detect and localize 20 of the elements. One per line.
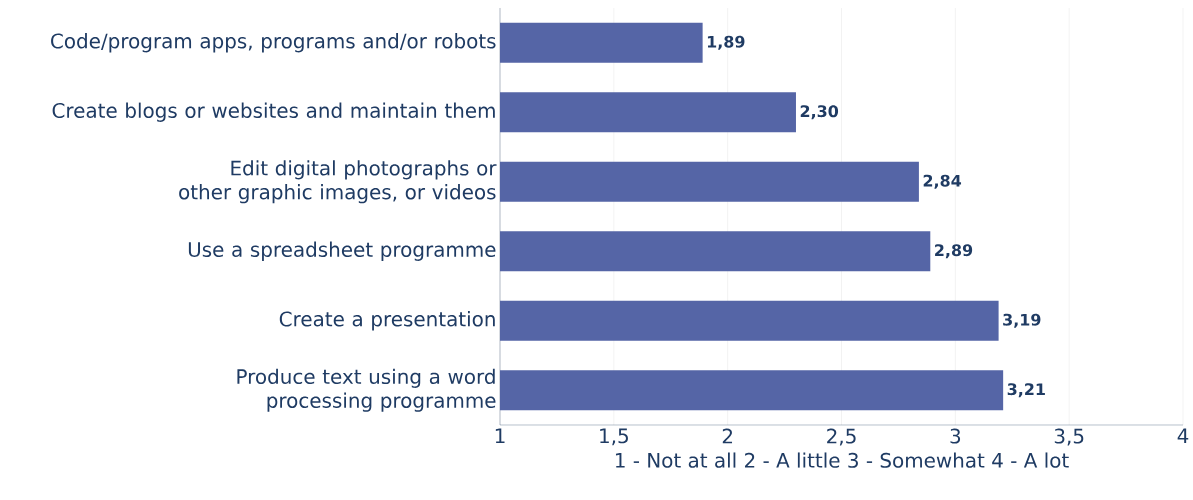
data-label: 3,19 [1003,313,1041,328]
x-tick-label: 1,5 [600,428,628,446]
y-tick-label: Edit digital photographs or other graphic images, or videos [179,160,497,204]
data-label: 1,89 [707,35,745,50]
y-tick-label: Produce text using a word processing programme [237,368,496,412]
y-tick-label: Create blogs or websites and maintain them [52,102,495,122]
y-tick-label: Code/program apps, programs and/or robots [51,33,496,53]
x-tick-label: 3,5 [1054,428,1084,446]
x-tick-label: 1 [495,428,505,444]
data-label: 2,30 [800,105,839,120]
data-label: 2,84 [923,174,962,189]
x-tick-label: 4 [1177,428,1189,444]
data-label: 2,89 [935,244,973,259]
data-label: 3,21 [1007,383,1045,398]
x-tick-label: 2 [722,428,733,444]
y-tick-label: Use a spreadsheet programme [188,241,496,261]
x-tick-label: 3 [950,428,961,444]
x-tick-label: 2,5 [827,428,856,446]
y-tick-label: Create a presentation [279,311,495,331]
x-axis-title: 1 - Not at all 2 - A little 3 - Somewhat 4 - A lot [615,452,1069,468]
